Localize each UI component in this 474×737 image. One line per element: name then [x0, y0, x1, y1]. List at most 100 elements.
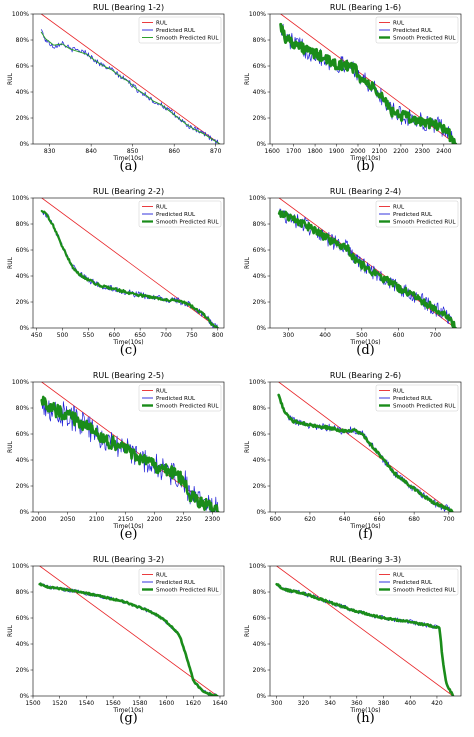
- x-tick-label: 2000: [31, 516, 46, 523]
- panel-5: RUL (Bearing 2-5) 2000 2050 2100 2150 2200 225…: [0, 368, 237, 552]
- x-tick-label: 450: [31, 332, 43, 339]
- x-tick-label: 800: [212, 332, 224, 339]
- y-tick-label: 40%: [16, 89, 30, 96]
- legend-entry: RUL: [156, 21, 168, 27]
- y-tick-label: 40%: [253, 641, 267, 648]
- y-tick-label: 60%: [253, 63, 267, 70]
- x-tick-label: 1600: [265, 148, 280, 155]
- x-tick-label: 1500: [25, 700, 40, 707]
- y-tick-label: 40%: [16, 641, 30, 648]
- x-tick-label: 600: [109, 332, 121, 339]
- x-tick-label: 2400: [436, 148, 451, 155]
- y-axis-label: RUL: [244, 440, 251, 453]
- y-tick-label: 100%: [12, 11, 29, 18]
- series-rul: [40, 14, 221, 144]
- chart-title: RUL (Bearing 3-2): [93, 555, 164, 564]
- x-tick-label: 2100: [89, 516, 104, 523]
- series-predicted-rul: [41, 210, 219, 328]
- legend-entry: Smooth Predicted RUL: [393, 588, 456, 594]
- x-tick-label: 700: [443, 516, 455, 523]
- x-tick-label: 300: [283, 332, 295, 339]
- legend-entry: Smooth Predicted RUL: [156, 36, 219, 42]
- x-tick-label: 300: [271, 700, 283, 707]
- panel-4: RUL (Bearing 2-4) 300 400 500 600 700 0% 20% 40%…: [237, 184, 474, 368]
- series-rul: [278, 382, 453, 512]
- y-tick-label: 20%: [253, 667, 267, 674]
- legend-entry: Predicted RUL: [393, 28, 433, 34]
- y-tick-label: 20%: [253, 299, 267, 306]
- y-tick-label: 20%: [16, 483, 30, 490]
- chart-title: RUL (Bearing 2-5): [93, 371, 164, 380]
- x-tick-label: 320: [298, 700, 310, 707]
- plot-frame: [32, 197, 225, 329]
- x-axis-label: Time(10s): [349, 523, 380, 530]
- y-axis-label: RUL: [244, 256, 251, 269]
- y-tick-label: 40%: [253, 273, 267, 280]
- series-predicted-rul: [278, 394, 453, 512]
- panel-caption: (a): [120, 159, 138, 174]
- series-smooth-predicted-rul: [40, 209, 219, 328]
- legend-entry: Predicted RUL: [393, 396, 433, 402]
- x-tick-label: 1620: [186, 700, 201, 707]
- legend-entry: RUL: [393, 21, 405, 27]
- y-tick-label: 40%: [16, 273, 30, 280]
- y-tick-label: 80%: [16, 37, 30, 44]
- y-tick-label: 100%: [249, 11, 266, 18]
- x-tick-label: 620: [304, 516, 316, 523]
- y-tick-label: 20%: [16, 299, 30, 306]
- chart-5: RUL (Bearing 2-5) 2000 2050 2100 2150 2200 225…: [7, 371, 225, 542]
- y-tick-label: 0%: [19, 141, 29, 148]
- series-smooth-predicted-rul: [277, 209, 457, 328]
- x-tick-label: 1520: [52, 700, 67, 707]
- x-tick-label: 1640: [212, 700, 227, 707]
- x-tick-label: 2100: [372, 148, 387, 155]
- x-tick-label: 420: [431, 700, 443, 707]
- y-tick-label: 60%: [16, 615, 30, 622]
- x-tick-label: 1540: [79, 700, 94, 707]
- x-tick-label: 1800: [307, 148, 322, 155]
- panel-caption: (d): [356, 343, 374, 358]
- chart-3: RUL (Bearing 2-2) 450 500 550 600 650 700 750 80…: [7, 187, 225, 358]
- y-tick-label: 60%: [253, 431, 267, 438]
- x-axis-label: Time(10s): [349, 707, 380, 714]
- panel-3: RUL (Bearing 2-2) 450 500 550 600 650 700 750 80…: [0, 184, 237, 368]
- y-tick-label: 80%: [16, 221, 30, 228]
- x-tick-label: 650: [134, 332, 146, 339]
- panel-6: RUL (Bearing 2-6) 600 620 640 660 680 700 0% 20%…: [237, 368, 474, 552]
- y-tick-label: 80%: [253, 589, 267, 596]
- legend-entry: Smooth Predicted RUL: [156, 220, 219, 226]
- y-tick-label: 0%: [19, 325, 29, 332]
- legend-entry: Smooth Predicted RUL: [156, 588, 219, 594]
- legend-entry: Smooth Predicted RUL: [393, 220, 456, 226]
- x-tick-label: 2150: [118, 516, 133, 523]
- panel-caption: (f): [358, 527, 373, 542]
- x-tick-label: 2300: [205, 516, 220, 523]
- legend-entry: Predicted RUL: [156, 396, 196, 402]
- x-tick-label: 400: [319, 332, 331, 339]
- panel-7: RUL (Bearing 3-2) 1500 1520 1540 1560 1580 160…: [0, 552, 237, 736]
- y-tick-label: 60%: [253, 247, 267, 254]
- legend-entry: RUL: [156, 205, 168, 211]
- x-tick-label: 680: [408, 516, 420, 523]
- y-tick-label: 80%: [253, 405, 267, 412]
- y-tick-label: 40%: [253, 89, 267, 96]
- panel-1: RUL (Bearing 1-2) 830 840 850 860 870 0% 20% 40%…: [0, 0, 237, 184]
- chart-title: RUL (Bearing 3-3): [330, 555, 401, 564]
- x-tick-label: 600: [269, 516, 281, 523]
- y-tick-label: 100%: [249, 195, 266, 202]
- y-tick-label: 0%: [19, 693, 29, 700]
- y-tick-label: 0%: [256, 141, 266, 148]
- y-tick-label: 20%: [16, 667, 30, 674]
- legend-entry: Predicted RUL: [393, 212, 433, 218]
- x-tick-label: 600: [393, 332, 405, 339]
- x-tick-label: 2000: [350, 148, 365, 155]
- x-tick-label: 400: [405, 700, 417, 707]
- x-tick-label: 700: [160, 332, 172, 339]
- series-smooth-predicted-rul: [277, 393, 454, 512]
- y-tick-label: 40%: [253, 457, 267, 464]
